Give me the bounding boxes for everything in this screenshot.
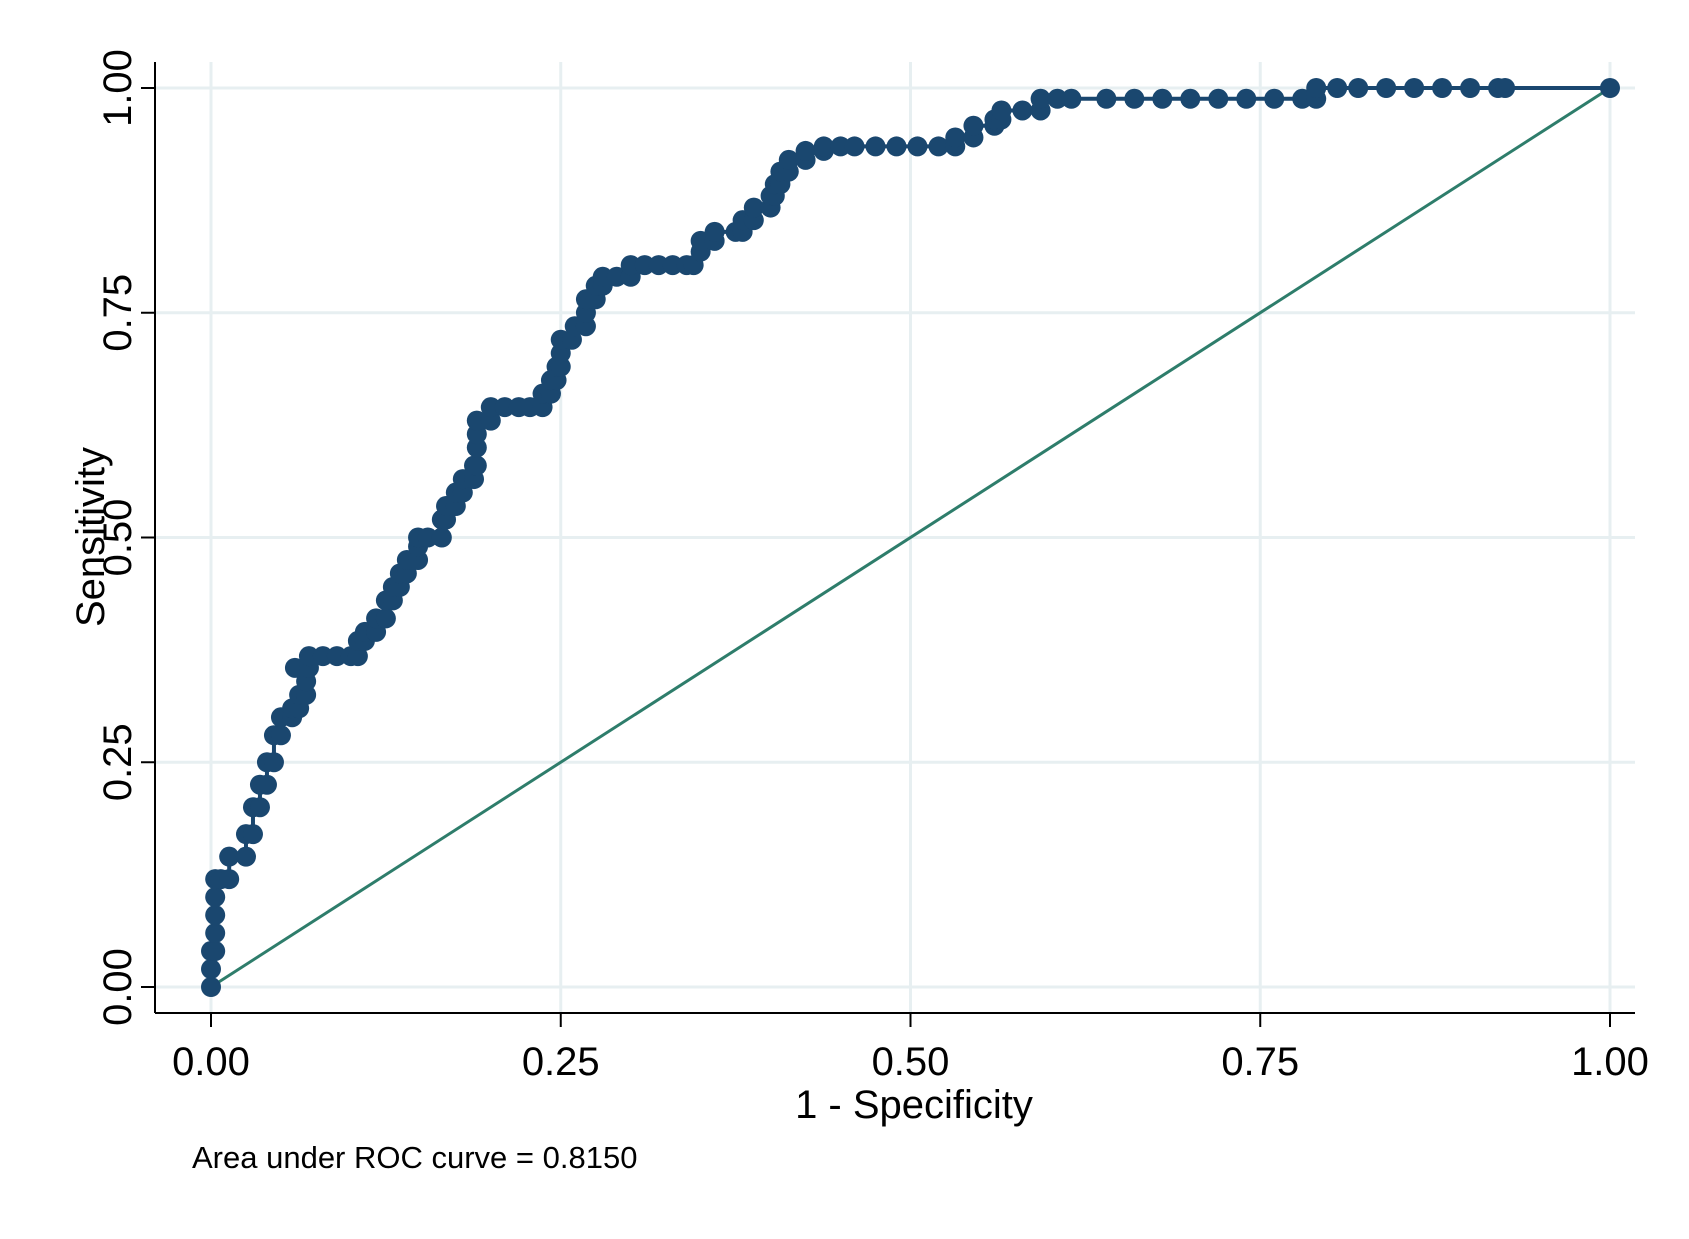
roc-point — [235, 846, 256, 867]
auc-note: Area under ROC curve = 0.8150 — [192, 1140, 637, 1175]
roc-point — [205, 905, 226, 926]
y-tick-label: 0.25 — [96, 723, 140, 801]
roc-point — [1306, 78, 1327, 98]
roc-point — [945, 127, 966, 148]
roc-point — [662, 255, 683, 276]
roc-point — [1030, 88, 1051, 109]
roc-point — [326, 646, 347, 667]
roc-point — [431, 527, 452, 548]
roc-point — [963, 115, 984, 136]
roc-point — [1061, 88, 1082, 109]
roc-point — [813, 136, 834, 157]
roc-point — [219, 869, 240, 890]
x-tick-label: 0.50 — [872, 1040, 950, 1084]
roc-point — [417, 527, 438, 548]
roc-point — [312, 646, 333, 667]
y-tick-label: 0.00 — [96, 948, 140, 1026]
reference-diagonal-line — [210, 86, 1611, 989]
roc-point — [263, 752, 284, 773]
roc-point — [494, 397, 515, 418]
roc-point — [201, 977, 221, 997]
axes: 0.00 0.25 0.50 0.75 1.00 0.00 0.25 0.50 0.75 1.00 — [96, 49, 1649, 1084]
roc-point — [620, 255, 641, 276]
roc-point — [704, 221, 725, 242]
roc-point — [634, 255, 655, 276]
x-tick-label: 0.00 — [172, 1040, 250, 1084]
roc-point — [480, 397, 501, 418]
roc-point — [1460, 78, 1481, 98]
roc-point — [298, 646, 319, 667]
roc-point — [219, 846, 240, 867]
roc-point — [347, 646, 368, 667]
roc-point — [1495, 78, 1516, 98]
roc-point — [249, 797, 270, 818]
roc-point — [795, 140, 816, 161]
y-tick-label: 0.75 — [96, 274, 140, 352]
roc-point — [466, 455, 487, 476]
y-axis-title: Sensitivity — [69, 447, 113, 627]
y-tick-label: 1.00 — [96, 49, 140, 127]
roc-point — [466, 410, 487, 431]
roc-point — [375, 608, 396, 629]
roc-point — [205, 941, 226, 962]
roc-point — [1047, 88, 1068, 109]
x-tick-label: 0.25 — [522, 1040, 600, 1084]
roc-point — [1348, 78, 1369, 98]
x-tick-label: 0.75 — [1221, 1040, 1299, 1084]
roc-point — [242, 824, 263, 845]
roc-point — [907, 136, 928, 157]
roc-point — [1600, 78, 1620, 98]
roc-point — [1292, 88, 1313, 109]
roc-point — [1327, 78, 1348, 98]
roc-point — [1236, 88, 1257, 109]
roc-point — [830, 136, 851, 157]
roc-point — [991, 100, 1012, 121]
roc-point — [778, 149, 799, 170]
roc-point — [606, 266, 627, 287]
roc-point — [201, 959, 221, 980]
roc-point — [1376, 78, 1397, 98]
roc-point — [886, 136, 907, 157]
roc-point — [743, 197, 764, 218]
roc-point — [205, 887, 226, 908]
x-axis-title: 1 - Specificity — [795, 1083, 1033, 1127]
roc-point — [928, 136, 949, 157]
roc-point — [844, 136, 865, 157]
roc-point — [205, 923, 226, 944]
roc-point — [648, 255, 669, 276]
roc-point — [1152, 88, 1173, 109]
roc-point — [1432, 78, 1453, 98]
roc-series — [201, 78, 1620, 997]
roc-point — [256, 774, 277, 795]
x-tick-label: 1.00 — [1571, 1040, 1649, 1084]
roc-point — [1096, 88, 1117, 109]
roc-point — [865, 136, 886, 157]
y-tick-label: 0.50 — [96, 499, 140, 577]
roc-point — [1208, 88, 1229, 109]
roc-point — [270, 725, 291, 746]
roc-point — [1264, 88, 1285, 109]
roc-point — [1404, 78, 1425, 98]
roc-point — [284, 657, 305, 678]
roc-point — [1012, 100, 1033, 121]
reference-line — [210, 86, 1611, 989]
roc-point — [1180, 88, 1201, 109]
roc-point — [1124, 88, 1145, 109]
roc-point — [592, 266, 613, 287]
